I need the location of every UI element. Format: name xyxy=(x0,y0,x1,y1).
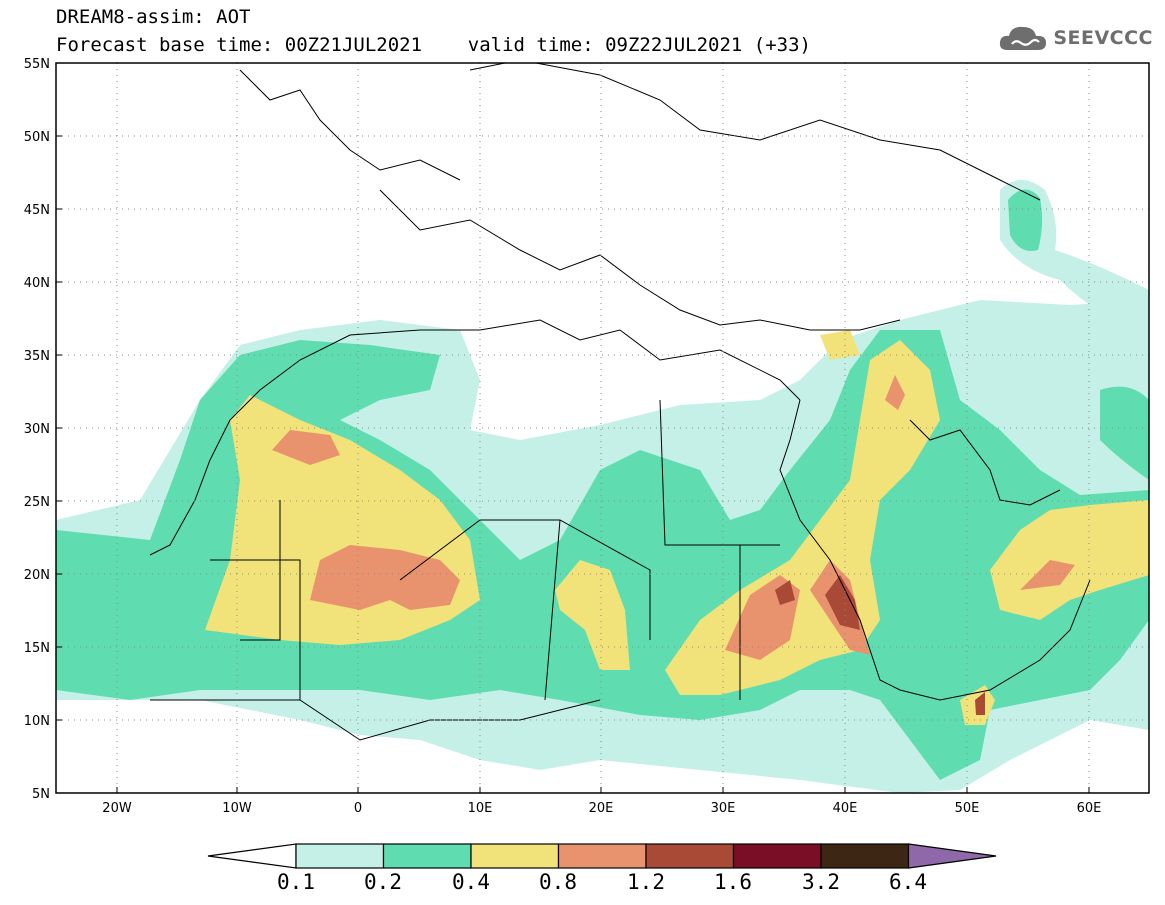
colorbar-upper-arrow xyxy=(907,843,997,869)
lat-labels: 55N 50N 45N 40N 35N 30N 25N 20N 15N 10N … xyxy=(24,57,50,802)
aot-band-02c xyxy=(1100,386,1149,480)
lat-label-50n: 50N xyxy=(24,130,50,145)
lon-labels: 20W 10W 0 10E 20E 30E 40E 50E 60E xyxy=(102,801,1101,816)
lon-label-0: 0 xyxy=(354,801,362,816)
cloud-icon xyxy=(1000,26,1047,50)
lon-label-60e: 60E xyxy=(1077,801,1102,816)
lon-label-20w: 20W xyxy=(102,801,132,816)
aot-band-02d xyxy=(56,540,150,640)
lat-label-55n: 55N xyxy=(24,57,50,72)
lat-label-40n: 40N xyxy=(24,276,50,291)
lat-label-45n: 45N xyxy=(24,203,50,218)
colorbar-swatch-16 xyxy=(732,843,822,869)
seevccc-logo: SEEVCCC xyxy=(997,22,1153,54)
lat-label-25n: 25N xyxy=(24,495,50,510)
lon-label-10w: 10W xyxy=(222,801,252,816)
colorbar-label-6-4: 6.4 xyxy=(889,870,927,894)
colorbar-swatch-01 xyxy=(295,843,385,869)
lon-label-40e: 40E xyxy=(833,801,858,816)
axis-ticks xyxy=(56,62,1090,793)
lon-label-10e: 10E xyxy=(468,801,493,816)
lat-label-30n: 30N xyxy=(24,422,50,437)
lon-label-20e: 20E xyxy=(589,801,614,816)
colorbar-label-1-6: 1.6 xyxy=(714,870,752,894)
logo-text: SEEVCCC xyxy=(1053,27,1153,49)
lat-label-15n: 15N xyxy=(24,641,50,656)
lat-label-10n: 10N xyxy=(24,714,50,729)
aot-band-04d xyxy=(990,500,1149,620)
aot-band-12c xyxy=(975,692,985,715)
colorbar-swatch-02 xyxy=(382,843,472,869)
aot-band-02b xyxy=(1008,189,1043,251)
lat-label-20n: 20N xyxy=(24,568,50,583)
aot-band-08 xyxy=(310,545,460,610)
aot-band-08f xyxy=(885,375,905,410)
aot-band-04b xyxy=(555,560,630,670)
lat-label-5n: 5N xyxy=(32,787,50,802)
colorbar-label-0-2: 0.2 xyxy=(364,870,402,894)
colorbar-label-0-1: 0.1 xyxy=(277,870,315,894)
aot-band-04c xyxy=(665,340,940,695)
header-times: Forecast base time: 00Z21JUL2021 valid t… xyxy=(56,34,811,56)
aot-band-08e xyxy=(1020,560,1075,590)
colorbar-swatch-08 xyxy=(557,843,647,869)
colorbar-swatch-32 xyxy=(820,843,910,869)
gridlines xyxy=(56,63,1149,793)
lon-label-30e: 30E xyxy=(711,801,736,816)
coastlines xyxy=(149,63,1091,741)
lat-label-35n: 35N xyxy=(24,349,50,364)
aot-band-12 xyxy=(825,575,860,630)
colorbar-label-1-2: 1.2 xyxy=(627,870,665,894)
colorbar xyxy=(207,843,997,869)
header-title: DREAM8-assim: AOT xyxy=(56,6,251,28)
colorbar-label-0-4: 0.4 xyxy=(452,870,490,894)
aot-band-12b xyxy=(775,580,795,605)
colorbar-swatch-04 xyxy=(470,843,560,869)
colorbar-label-3-2: 3.2 xyxy=(802,870,840,894)
aot-band-04e xyxy=(820,330,860,360)
aot-field xyxy=(56,180,1149,793)
colorbar-lower-arrow xyxy=(207,843,297,869)
aot-band-08b xyxy=(272,430,340,465)
lon-label-50e: 50E xyxy=(955,801,980,816)
colorbar-label-0-8: 0.8 xyxy=(539,870,577,894)
colorbar-swatch-12 xyxy=(645,843,735,869)
